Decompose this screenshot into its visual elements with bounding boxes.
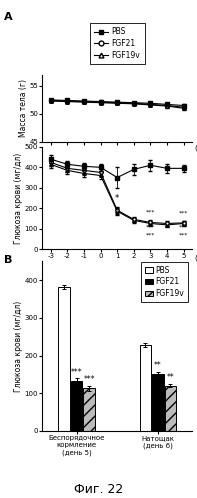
- Text: ***: ***: [146, 233, 155, 238]
- Legend: PBS, FGF21, FGF19v: PBS, FGF21, FGF19v: [141, 262, 188, 302]
- Y-axis label: Масса тела (г): Масса тела (г): [19, 79, 28, 137]
- Bar: [59, 287, 70, 431]
- Text: A: A: [4, 12, 13, 22]
- Bar: [152, 374, 164, 431]
- Y-axis label: Глюкоза крови (мг/дл): Глюкоза крови (мг/дл): [14, 152, 23, 244]
- Text: ***: ***: [146, 210, 155, 215]
- Text: ***: ***: [146, 225, 155, 230]
- Text: *: *: [115, 207, 119, 216]
- Text: (Дни): (Дни): [195, 145, 197, 151]
- Text: Фиг. 22: Фиг. 22: [74, 483, 123, 496]
- Bar: [139, 345, 151, 431]
- Text: (Дни): (Дни): [195, 254, 197, 260]
- Text: ***: ***: [71, 368, 83, 376]
- Bar: [164, 385, 176, 431]
- Text: ***: ***: [83, 375, 95, 384]
- Bar: [71, 381, 82, 431]
- Text: ***: ***: [179, 225, 189, 230]
- Legend: PBS, FGF21, FGF19v: PBS, FGF21, FGF19v: [90, 23, 145, 64]
- Text: B: B: [4, 255, 12, 265]
- Text: *: *: [115, 194, 119, 203]
- Bar: [83, 388, 95, 431]
- Text: **: **: [154, 361, 162, 370]
- Text: ***: ***: [179, 233, 189, 238]
- Text: **: **: [166, 373, 174, 382]
- Y-axis label: Глюкоза крови (мг/дл): Глюкоза крови (мг/дл): [14, 300, 23, 392]
- Text: ***: ***: [179, 210, 189, 215]
